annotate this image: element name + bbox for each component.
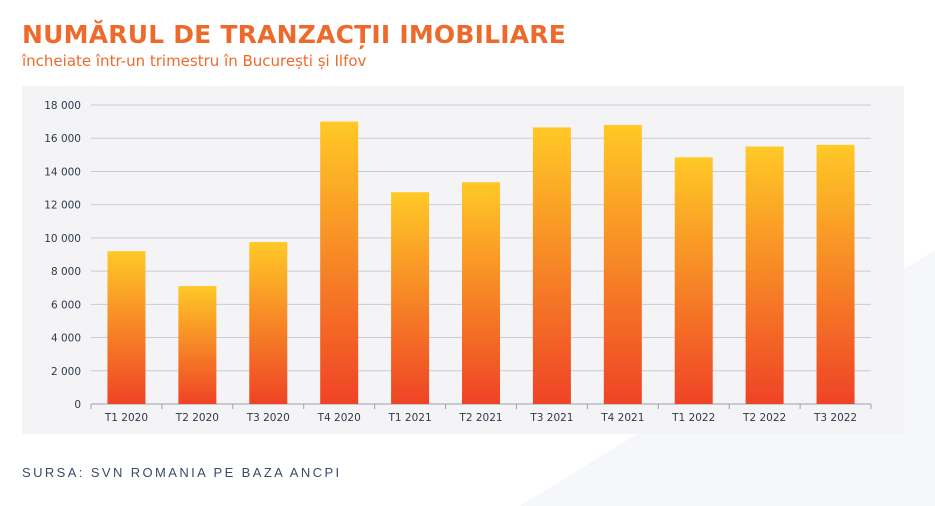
x-tick-label: T3 2022 xyxy=(813,412,857,424)
x-tick-label: T2 2022 xyxy=(742,412,786,424)
y-tick-label: 8 000 xyxy=(51,266,81,278)
bar xyxy=(532,127,571,405)
bar xyxy=(320,121,359,404)
x-axis: T1 2020 T2 2020 T3 2020 T4 2020 T1 2021 T2 20… xyxy=(90,404,872,424)
gridlines xyxy=(91,104,871,405)
bar xyxy=(249,242,288,404)
chart-title: NUMĂRUL DE TRANZACȚII IMOBILIARE xyxy=(22,20,567,49)
y-tick-label: 6 000 xyxy=(51,299,81,311)
bar xyxy=(816,144,855,404)
bar xyxy=(107,251,146,404)
y-tick-label: 4 000 xyxy=(51,333,81,345)
bar xyxy=(674,157,713,404)
x-tick-label: T1 2022 xyxy=(671,412,715,424)
x-tick-label: T2 2021 xyxy=(458,412,502,424)
y-tick-label: 14 000 xyxy=(44,166,81,178)
y-tick-label: 0 xyxy=(74,399,81,411)
bar xyxy=(603,124,642,404)
source-note: SURSA: SVN ROMANIA PE BAZA ANCPI xyxy=(22,465,342,480)
x-tick-label: T1 2021 xyxy=(388,412,432,424)
y-axis: 0 2 000 4 000 6 000 8 000 10 000 12 000 14 000 1… xyxy=(44,100,81,411)
x-tick-label: T4 2021 xyxy=(600,412,644,424)
y-tick-label: 18 000 xyxy=(44,100,81,112)
y-tick-label: 16 000 xyxy=(44,133,81,145)
y-tick-label: 2 000 xyxy=(51,366,81,378)
x-tick-label: T4 2020 xyxy=(317,412,361,424)
y-tick-label: 12 000 xyxy=(44,200,81,212)
bar xyxy=(178,286,217,404)
x-tick-label: T1 2020 xyxy=(104,412,148,424)
x-tick-label: T3 2020 xyxy=(246,412,290,424)
x-tick-label: T2 2020 xyxy=(175,412,219,424)
bar xyxy=(391,192,430,404)
chart-subtitle: încheiate într-un trimestru în București… xyxy=(22,52,367,70)
bar-chart: 0 2 000 4 000 6 000 8 000 10 000 12 000 14 000 1… xyxy=(44,100,872,424)
x-tick-label: T3 2021 xyxy=(529,412,573,424)
y-tick-label: 10 000 xyxy=(44,233,81,245)
bar xyxy=(462,182,500,404)
bars xyxy=(107,121,855,405)
bar xyxy=(745,146,784,404)
